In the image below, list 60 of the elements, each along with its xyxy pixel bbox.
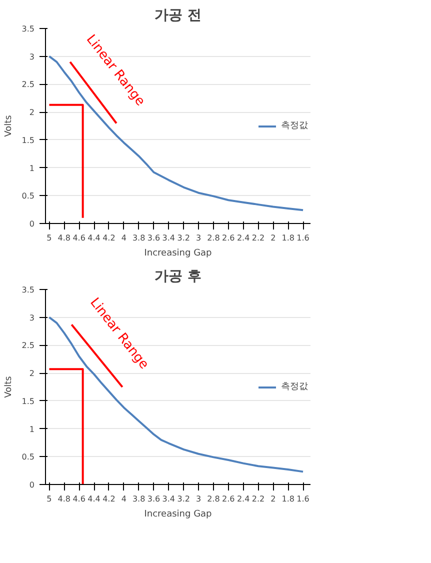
x-axis-title: Increasing Gap	[144, 248, 212, 258]
chart-title: 가공 후	[154, 268, 202, 284]
x-tick-label: 2.2	[252, 234, 265, 242]
legend-label: 측정값	[281, 120, 308, 132]
y-tick-label: 0.5	[22, 192, 35, 201]
x-tick-label: 1.8	[282, 234, 294, 242]
x-tick-label: 3.6	[147, 234, 160, 242]
x-tick-label: 2.6	[222, 234, 235, 242]
y-tick-label: 3.5	[22, 24, 35, 34]
y-tick-label: 1	[29, 164, 35, 173]
x-tick-label: 3.2	[177, 494, 190, 504]
y-tick-label: 2	[29, 369, 35, 378]
y-tick-label: 3	[29, 52, 35, 62]
x-tick-label: 2.6	[222, 494, 235, 504]
x-tick-label: 4.6	[72, 234, 86, 242]
y-tick-label: 3.5	[22, 286, 35, 294]
x-tick-label: 3.8	[132, 234, 146, 242]
x-tick-label: 3.4	[162, 494, 176, 504]
x-tick-label: 1.6	[296, 234, 310, 242]
x-tick-label: 5	[46, 494, 52, 504]
y-axis-title: Volts	[4, 114, 14, 137]
y-tick-label: 1	[29, 424, 35, 434]
x-tick-label: 1.8	[282, 494, 294, 504]
x-tick-label: 2	[270, 234, 276, 242]
x-tick-label: 3.8	[132, 494, 146, 504]
x-tick-label: 4.8	[58, 494, 71, 504]
x-tick-label: 4.2	[102, 234, 116, 242]
x-tick-label: 2.4	[236, 234, 250, 242]
y-tick-label: 1.5	[22, 136, 35, 145]
x-tick-label: 4	[121, 494, 126, 504]
x-tick-label: 5	[46, 234, 52, 242]
x-axis-title: Increasing Gap	[144, 510, 212, 520]
x-tick-label: 3.4	[162, 234, 176, 242]
x-tick-label: 4.2	[102, 494, 116, 504]
x-tick-label: 1.6	[296, 494, 310, 504]
y-tick-label: 2	[29, 108, 35, 118]
y-tick-label: 3	[29, 313, 35, 322]
y-tick-label: 0	[29, 480, 35, 490]
x-tick-label: 4.4	[88, 494, 100, 504]
y-axis-title: Volts	[4, 376, 14, 398]
y-tick-label: 0.5	[22, 452, 35, 462]
x-tick-label: 2	[270, 494, 276, 504]
y-tick-label: 1.5	[22, 396, 35, 406]
legend-label: 측정값	[281, 381, 308, 393]
x-tick-label: 3	[196, 234, 202, 242]
x-tick-label: 2.8	[207, 234, 220, 242]
x-tick-label: 3.6	[147, 494, 160, 504]
x-tick-label: 2.2	[252, 494, 265, 504]
x-tick-label: 3	[196, 494, 202, 504]
y-tick-label: 2.5	[22, 80, 35, 90]
x-tick-label: 4.4	[88, 234, 100, 242]
chart-title: 가공 전	[154, 8, 202, 24]
x-tick-label: 2.8	[207, 494, 220, 504]
x-tick-label: 2.4	[236, 494, 250, 504]
x-tick-label: 3.2	[177, 234, 190, 242]
x-tick-label: 4	[121, 234, 126, 242]
x-tick-label: 4.6	[72, 494, 86, 504]
x-tick-label: 4.8	[58, 234, 71, 242]
y-tick-label: 0	[29, 220, 35, 228]
y-tick-label: 2.5	[22, 341, 35, 350]
